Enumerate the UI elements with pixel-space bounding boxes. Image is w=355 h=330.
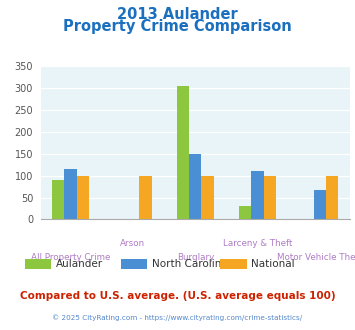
Text: All Property Crime: All Property Crime — [31, 253, 110, 262]
Bar — [239, 206, 251, 219]
Bar — [313, 190, 326, 219]
Text: Arson: Arson — [120, 239, 146, 248]
Text: Property Crime Comparison: Property Crime Comparison — [63, 19, 292, 34]
Bar — [202, 176, 214, 219]
Bar — [176, 86, 189, 219]
Bar — [139, 176, 152, 219]
Bar — [77, 176, 89, 219]
Bar — [52, 180, 65, 219]
Text: 2013 Aulander: 2013 Aulander — [117, 7, 238, 21]
Text: Compared to U.S. average. (U.S. average equals 100): Compared to U.S. average. (U.S. average … — [20, 291, 335, 301]
Bar — [326, 176, 338, 219]
Text: Motor Vehicle Theft: Motor Vehicle Theft — [277, 253, 355, 262]
Text: © 2025 CityRating.com - https://www.cityrating.com/crime-statistics/: © 2025 CityRating.com - https://www.city… — [53, 314, 302, 321]
Bar — [189, 154, 202, 219]
Text: Burglary: Burglary — [177, 253, 214, 262]
Bar — [65, 169, 77, 219]
Text: Aulander: Aulander — [56, 259, 103, 269]
Text: North Carolina: North Carolina — [152, 259, 228, 269]
Bar — [264, 176, 276, 219]
Text: Larceny & Theft: Larceny & Theft — [223, 239, 292, 248]
Text: National: National — [251, 259, 295, 269]
Bar — [251, 171, 264, 219]
